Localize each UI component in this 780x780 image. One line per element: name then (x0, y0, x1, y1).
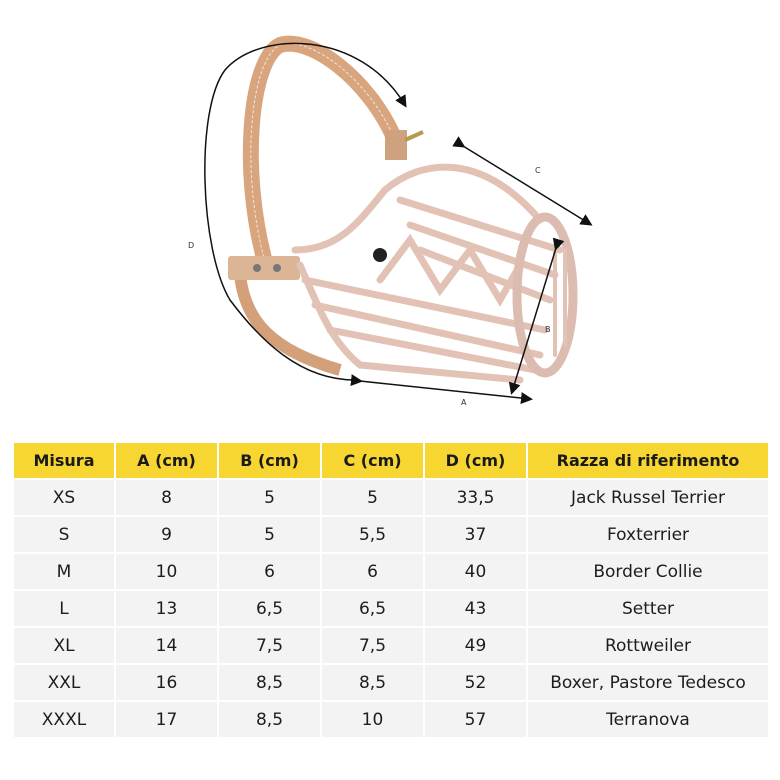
table-cell: Jack Russel Terrier (528, 480, 768, 515)
table-cell: 8,5 (322, 665, 423, 700)
table-row: XL 14 7,5 7,5 49 Rottweiler (14, 628, 768, 663)
table-header-row: Misura A (cm) B (cm) C (cm) D (cm) Razza di r… (14, 443, 768, 478)
table-cell: XXL (14, 665, 114, 700)
rivet (373, 248, 387, 262)
table-cell: L (14, 591, 114, 626)
table-cell: 57 (425, 702, 526, 737)
table-cell: 43 (425, 591, 526, 626)
table-cell: 33,5 (425, 480, 526, 515)
table-cell: Border Collie (528, 554, 768, 589)
table-row: XS 8 5 5 33,5 Jack Russel Terrier (14, 480, 768, 515)
table-row: M 10 6 6 40 Border Collie (14, 554, 768, 589)
table-cell: 6 (322, 554, 423, 589)
dimension-arrows (204, 42, 593, 405)
table-cell: 8,5 (219, 665, 320, 700)
table-cell: 6,5 (322, 591, 423, 626)
table-cell: 8 (116, 480, 217, 515)
table-cell: 6 (219, 554, 320, 589)
table-cell: Terranova (528, 702, 768, 737)
table-cell: 17 (116, 702, 217, 737)
table-cell: Foxterrier (528, 517, 768, 552)
table-cell: 9 (116, 517, 217, 552)
table-cell: M (14, 554, 114, 589)
table-cell: 16 (116, 665, 217, 700)
column-header: C (cm) (322, 443, 423, 478)
table-cell: Setter (528, 591, 768, 626)
column-header: B (cm) (219, 443, 320, 478)
table-cell: 8,5 (219, 702, 320, 737)
table-cell: 7,5 (219, 628, 320, 663)
size-table: Misura A (cm) B (cm) C (cm) D (cm) Razza di r… (12, 441, 770, 739)
table-row: XXXL 17 8,5 10 57 Terranova (14, 702, 768, 737)
table-cell: 5 (219, 517, 320, 552)
table-cell: Rottweiler (528, 628, 768, 663)
table-row: S 9 5 5,5 37 Foxterrier (14, 517, 768, 552)
label-d: D (188, 241, 194, 250)
column-header: A (cm) (116, 443, 217, 478)
table-cell: XS (14, 480, 114, 515)
label-a: A (461, 398, 467, 407)
table-row: L 13 6,5 6,5 43 Setter (14, 591, 768, 626)
table-cell: XL (14, 628, 114, 663)
table-cell: 10 (322, 702, 423, 737)
table-cell: 5,5 (322, 517, 423, 552)
table-cell: XXXL (14, 702, 114, 737)
table-cell: 5 (219, 480, 320, 515)
table-cell: Boxer, Pastore Tedesco (528, 665, 768, 700)
table-cell: 5 (322, 480, 423, 515)
column-header: Razza di riferimento (528, 443, 768, 478)
table-cell: 14 (116, 628, 217, 663)
table-cell: 7,5 (322, 628, 423, 663)
table-cell: 49 (425, 628, 526, 663)
label-c: C (535, 166, 541, 175)
table-cell: 10 (116, 554, 217, 589)
column-header: Misura (14, 443, 114, 478)
cage (291, 163, 578, 384)
table-cell: 40 (425, 554, 526, 589)
column-header: D (cm) (425, 443, 526, 478)
label-b: B (545, 325, 551, 334)
table-cell: 52 (425, 665, 526, 700)
table-cell: S (14, 517, 114, 552)
table-cell: 6,5 (219, 591, 320, 626)
table-cell: 37 (425, 517, 526, 552)
table-row: XXL 16 8,5 8,5 52 Boxer, Pastore Tedesco (14, 665, 768, 700)
strap (228, 35, 424, 376)
table-cell: 13 (116, 591, 217, 626)
muzzle-illustration: A B C D (188, 35, 593, 407)
